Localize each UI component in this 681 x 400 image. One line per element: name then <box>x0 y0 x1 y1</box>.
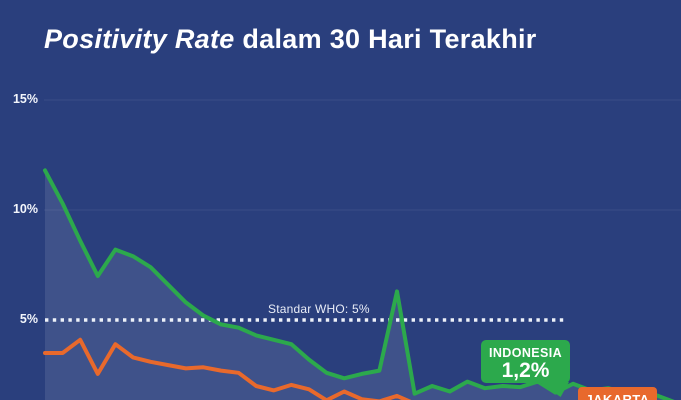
page-title-regular: dalam 30 Hari Terakhir <box>234 24 537 54</box>
who-standard-label: Standar WHO: 5% <box>268 302 370 316</box>
jakarta-callout-name: JAKARTA <box>585 392 650 400</box>
y-axis-tick-10: 10% <box>12 202 38 216</box>
indonesia-callout: INDONESIA 1,2% <box>481 340 570 397</box>
indonesia-callout-name: INDONESIA <box>488 346 563 360</box>
indonesia-callout-value: 1,2% <box>501 359 550 382</box>
jakarta-callout: JAKARTA <box>578 387 657 400</box>
page-title-italic: Positivity Rate <box>44 24 235 54</box>
y-axis-tick-15: 15% <box>12 92 38 106</box>
page-title: Positivity Rate dalam 30 Hari Terakhir <box>44 24 537 55</box>
y-axis-tick-5: 5% <box>19 312 38 326</box>
